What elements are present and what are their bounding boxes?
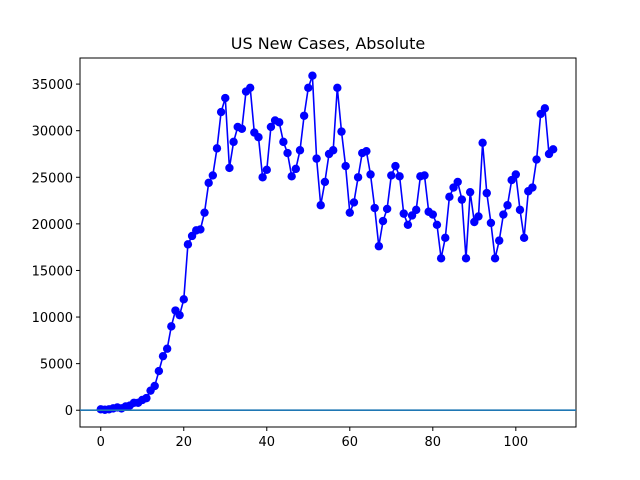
data-point bbox=[374, 242, 384, 251]
y-tick-label: 15000 bbox=[32, 264, 73, 279]
y-tick-label: 20000 bbox=[32, 218, 73, 233]
data-point bbox=[196, 225, 205, 234]
data-point bbox=[441, 233, 450, 243]
data-point bbox=[328, 146, 338, 155]
x-tick-label: 0 bbox=[97, 435, 105, 450]
data-point bbox=[428, 210, 438, 219]
data-point bbox=[403, 220, 413, 229]
data-point bbox=[511, 170, 521, 179]
data-point bbox=[183, 240, 193, 249]
data-point bbox=[503, 201, 512, 210]
data-point bbox=[341, 161, 350, 171]
data-point bbox=[391, 161, 400, 171]
data-point bbox=[461, 254, 471, 263]
data-point bbox=[291, 164, 301, 174]
data-point bbox=[221, 93, 230, 103]
data-point bbox=[299, 111, 309, 120]
data-point bbox=[308, 71, 317, 80]
data-point bbox=[540, 104, 550, 113]
data-point bbox=[154, 366, 164, 376]
data-point bbox=[482, 188, 491, 198]
data-point bbox=[436, 254, 446, 263]
data-point bbox=[162, 344, 172, 353]
data-point bbox=[316, 201, 325, 210]
data-point bbox=[142, 393, 151, 403]
x-tick-label: 100 bbox=[503, 435, 528, 450]
data-point bbox=[532, 155, 541, 164]
data-point bbox=[254, 133, 263, 142]
data-point bbox=[304, 83, 313, 93]
data-point bbox=[499, 210, 508, 219]
data-point bbox=[519, 233, 529, 243]
x-tick-label: 20 bbox=[175, 435, 192, 450]
data-point bbox=[528, 183, 537, 192]
y-tick-label: 30000 bbox=[32, 125, 73, 140]
data-point bbox=[279, 137, 288, 147]
data-point bbox=[345, 208, 354, 217]
data-point bbox=[474, 212, 483, 221]
data-point bbox=[287, 172, 296, 181]
data-point bbox=[490, 254, 500, 263]
data-point bbox=[445, 192, 454, 202]
data-point bbox=[378, 216, 388, 226]
data-point bbox=[179, 295, 188, 304]
data-point bbox=[275, 118, 284, 127]
plot-area: 0 20 40 60 80 100 0 5000 10000 15000 20000 25000 300… bbox=[32, 57, 577, 450]
data-point bbox=[457, 195, 467, 204]
data-point bbox=[200, 208, 209, 217]
data-point bbox=[262, 165, 271, 175]
data-point bbox=[258, 173, 267, 182]
data-point bbox=[337, 127, 346, 136]
data-point bbox=[158, 351, 168, 361]
data-point bbox=[382, 204, 392, 214]
data-point bbox=[387, 171, 396, 180]
data-point bbox=[216, 107, 226, 117]
y-tick-label: 25000 bbox=[32, 171, 73, 186]
data-point bbox=[486, 218, 496, 228]
data-point bbox=[362, 146, 371, 156]
data-point bbox=[208, 171, 218, 180]
data-point bbox=[353, 173, 363, 182]
data-point bbox=[320, 177, 330, 187]
data-point bbox=[349, 198, 359, 207]
data-point bbox=[370, 203, 379, 213]
data-point bbox=[548, 145, 558, 154]
data-point bbox=[453, 177, 462, 187]
y-tick-label: 0 bbox=[65, 404, 73, 419]
data-point bbox=[312, 154, 321, 163]
data-point bbox=[175, 310, 184, 320]
data-point bbox=[204, 178, 213, 188]
data-point bbox=[495, 236, 504, 245]
data-point bbox=[266, 122, 276, 132]
data-point bbox=[432, 220, 442, 229]
data-point bbox=[395, 172, 404, 181]
data-point bbox=[283, 148, 292, 158]
axes-frame bbox=[79, 57, 577, 428]
data-point bbox=[420, 171, 429, 180]
data-point bbox=[212, 144, 222, 153]
y-tick-label: 5000 bbox=[40, 358, 73, 373]
data-point bbox=[150, 381, 159, 391]
data-point bbox=[399, 209, 408, 218]
x-tick-label: 40 bbox=[259, 435, 276, 450]
data-point bbox=[225, 163, 234, 173]
y-tick-label: 10000 bbox=[32, 311, 73, 326]
chart-title: US New Cases, Absolute bbox=[231, 34, 426, 53]
data-point bbox=[465, 187, 475, 197]
data-point bbox=[333, 83, 342, 93]
data-point bbox=[295, 146, 305, 155]
x-tick-label: 80 bbox=[425, 435, 442, 450]
data-point bbox=[478, 138, 487, 147]
data-point bbox=[229, 137, 238, 147]
data-point bbox=[167, 322, 176, 331]
x-tick-label: 60 bbox=[342, 435, 359, 450]
y-tick-label: 35000 bbox=[32, 78, 73, 93]
data-point bbox=[412, 205, 421, 215]
data-point bbox=[245, 83, 255, 93]
data-point bbox=[366, 170, 375, 179]
data-point bbox=[515, 205, 525, 215]
data-point bbox=[237, 124, 247, 134]
